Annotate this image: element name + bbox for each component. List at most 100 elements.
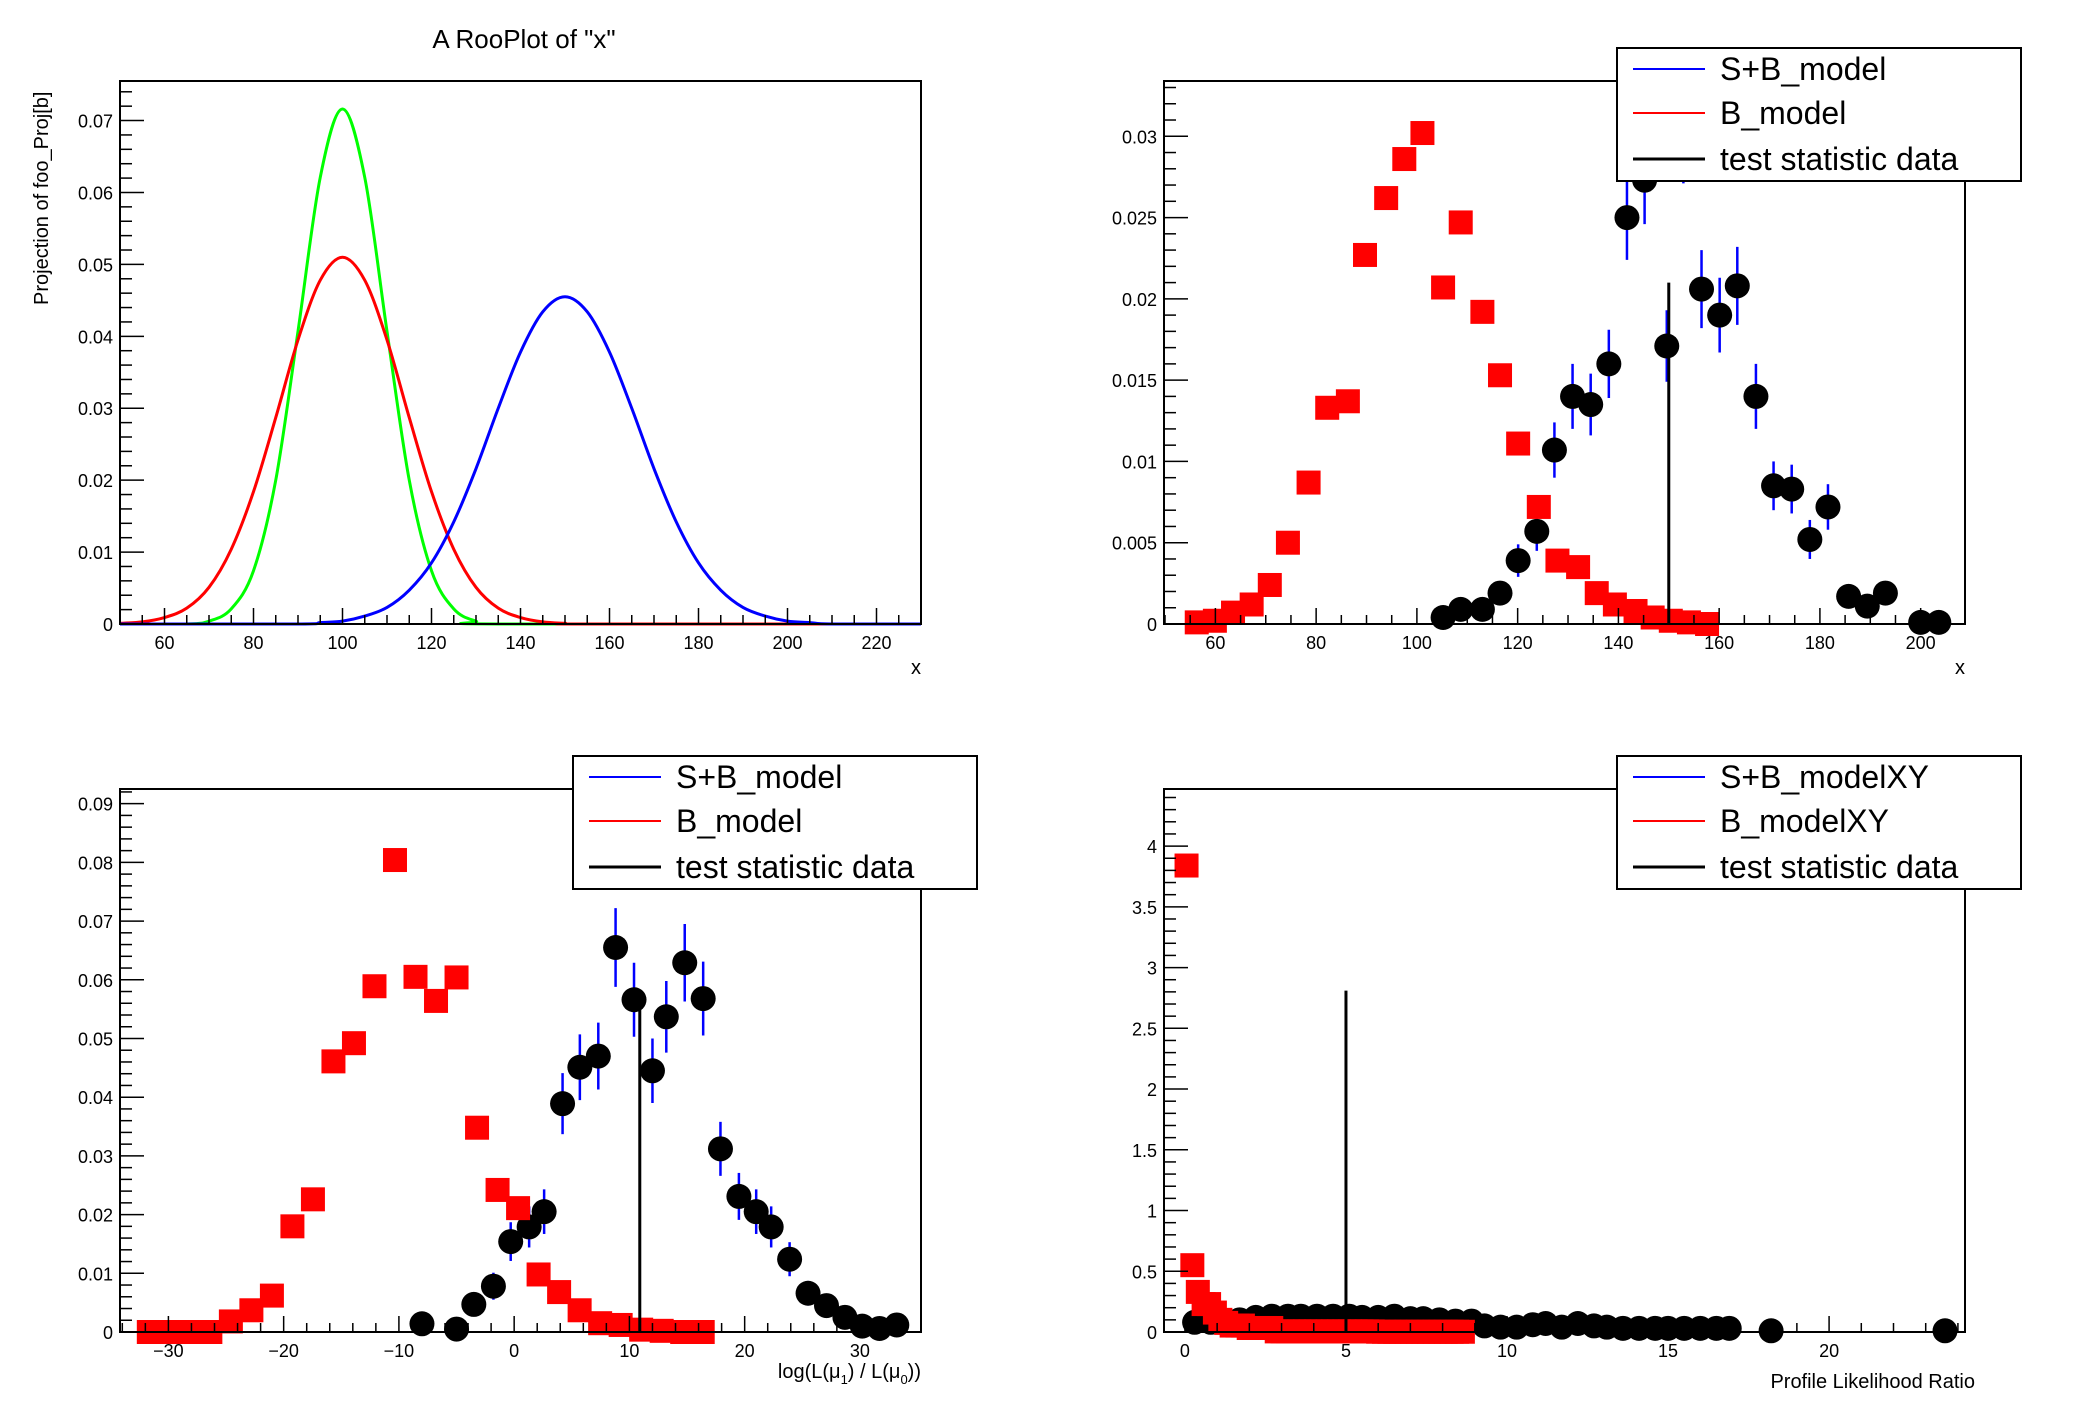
plot-frame	[1163, 788, 1966, 1333]
y-tick-label: 0.03	[78, 399, 113, 419]
data-point-square	[1566, 555, 1591, 580]
x-axis-title-part: log(L(μ	[778, 1361, 841, 1383]
legend-box	[1616, 47, 2022, 182]
y-tick-label: 0.01	[78, 1264, 113, 1284]
y-tick-label: 0.015	[1112, 371, 1157, 391]
data-point-circle	[461, 1291, 487, 1317]
data-point-circle	[1815, 494, 1841, 520]
data-point-square	[321, 1049, 346, 1074]
y-tick-label: 0.09	[78, 795, 113, 815]
data-point-square	[1448, 210, 1473, 235]
x-tick-label: −30	[153, 1341, 184, 1361]
data-point-circle	[1932, 1318, 1958, 1344]
y-tick-label: 0.04	[78, 1088, 113, 1108]
data-point-square	[1431, 275, 1456, 300]
legend-label-b: B_model	[676, 803, 802, 839]
x-tick-label: 80	[1306, 633, 1326, 653]
y-tick-label: 0.01	[1122, 452, 1157, 472]
data-point-square	[239, 1298, 264, 1323]
data-point-circle	[444, 1316, 470, 1342]
data-point-circle	[1707, 302, 1733, 328]
data-point-square	[567, 1298, 592, 1323]
y-tick-label: 2	[1147, 1080, 1157, 1100]
x-tick-label: 120	[416, 633, 446, 653]
data-point-square	[1275, 530, 1300, 555]
legend-label-sb: S+B_model	[1720, 51, 1886, 87]
data-point-square	[485, 1177, 510, 1202]
data-point-square	[341, 1031, 366, 1056]
legend: S+B_model B_model test statistic data	[1616, 47, 2022, 182]
x-tick-label: 120	[1503, 633, 1533, 653]
data-point-circle	[743, 1199, 769, 1225]
data-point-square	[1470, 299, 1495, 324]
panel-profile-likelihood-ratio: 0 5 10 15 20 0 0.5 1 1.5 2 2.5 3 3.5 4 Profile Likeli…	[1132, 755, 2022, 1393]
y-tick-label: 0.02	[1122, 290, 1157, 310]
data-point-square	[526, 1262, 551, 1287]
data-point-circle	[672, 950, 698, 976]
plot-axes: 60 80 100 120 140 160 180 200 220 0 0.01 0.02 0.03 0.…	[78, 80, 922, 653]
data-point-circle	[707, 1136, 733, 1162]
data-point-circle	[585, 1043, 611, 1069]
data-point-circle	[1596, 351, 1622, 377]
x-axis-title: x	[1955, 657, 1965, 679]
legend-label-sb: S+B_modelXY	[1720, 759, 1929, 795]
legend-label-sb: S+B_model	[676, 759, 842, 795]
legend: S+B_modelXY B_modelXY test statistic dat…	[1616, 755, 2022, 890]
y-tick-label: 0.08	[78, 853, 113, 873]
x-tick-label: 20	[1819, 1341, 1839, 1361]
y-tick-label: 0	[1147, 1323, 1157, 1343]
y-tick-label: 0.025	[1112, 209, 1157, 229]
data-point-square	[1410, 121, 1435, 146]
data-point-square	[465, 1115, 490, 1140]
data-point-square	[444, 965, 469, 990]
data-point-circle	[1836, 583, 1862, 609]
data-point-circle	[1926, 609, 1952, 635]
plot-title: A RooPlot of "x"	[432, 24, 615, 54]
y-tick-label: 0	[103, 615, 113, 635]
data-point-circle	[690, 986, 716, 1012]
data-point-circle	[1779, 476, 1805, 502]
legend: S+B_model B_model test statistic data	[572, 755, 978, 890]
data-point-square	[218, 1309, 243, 1334]
x-tick-label: 0	[509, 1341, 519, 1361]
y-tick-label: 0.03	[1122, 127, 1157, 147]
data-point-circle	[550, 1091, 576, 1117]
data-point-square	[1180, 1253, 1205, 1278]
data-point-circle	[1654, 333, 1680, 359]
x-tick-label: 60	[154, 633, 174, 653]
x-axis-title-subscript: 0	[900, 1372, 907, 1387]
x-tick-label: 180	[683, 633, 713, 653]
y-tick-label: 0.06	[78, 183, 113, 203]
y-tick-label: 4	[1147, 837, 1157, 857]
data-point-circle	[1448, 596, 1474, 622]
data-point-square	[1257, 572, 1282, 597]
data-point-circle	[1724, 273, 1750, 299]
data-point-circle	[531, 1199, 557, 1225]
data-point-square	[280, 1214, 305, 1239]
data-point-circle	[516, 1214, 542, 1240]
legend-label-data: test statistic data	[1720, 141, 1959, 177]
data-point-square	[1374, 186, 1399, 211]
x-tick-label: 20	[735, 1341, 755, 1361]
y-tick-label: 0.005	[1112, 534, 1157, 554]
data-point-square	[1296, 470, 1321, 495]
x-tick-label: 140	[1603, 633, 1633, 653]
data-point-square	[649, 1318, 674, 1343]
x-tick-label: 80	[243, 633, 263, 653]
x-tick-label: 30	[850, 1341, 870, 1361]
data-point-square	[259, 1283, 284, 1308]
data-point-circle	[813, 1293, 839, 1319]
y-tick-label: 0.05	[78, 255, 113, 275]
x-tick-label: 10	[1497, 1341, 1517, 1361]
data-point-square	[547, 1280, 572, 1305]
data-point-circle	[1854, 593, 1880, 619]
data-point-circle	[1524, 518, 1550, 544]
plot-axes: −30 −20 −10 0 10 20 30 0 0.01 0.02 0.03 0.04 0.05 0.0…	[78, 788, 922, 1361]
legend-label-b: B_modelXY	[1720, 803, 1889, 839]
data-point-circle	[1716, 1315, 1742, 1341]
x-tick-label: 220	[861, 633, 891, 653]
plot-axes: 60 80 100 120 140 160 180 200 0 0.005 0.01 0.015 0.0…	[1112, 80, 1966, 653]
plot-frame	[119, 788, 922, 1333]
plot-frame	[1163, 80, 1966, 625]
data-point-square	[382, 848, 407, 873]
